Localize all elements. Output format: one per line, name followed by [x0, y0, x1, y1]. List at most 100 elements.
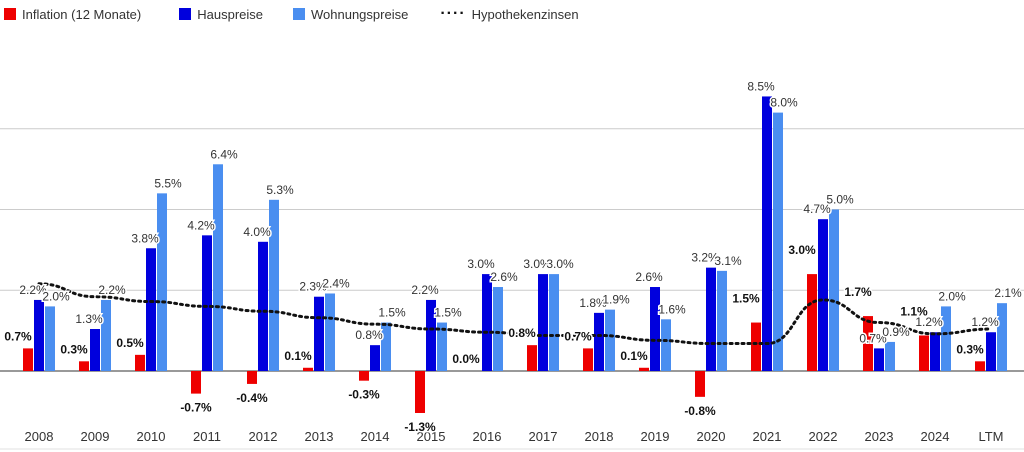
- bar-wohnungspreise: [437, 322, 447, 371]
- bar-wohnungspreise: [157, 193, 167, 371]
- legend-item-hypothekenzinsen: ···· Hypothekenzinsen: [440, 5, 579, 22]
- bar-wohnungspreise: [381, 322, 391, 371]
- bar-wohnungspreise: [941, 306, 951, 371]
- data-label-inflation: 0.1%: [620, 349, 648, 363]
- bar-inflation: [79, 361, 89, 371]
- legend-label-hauspreise: Hauspreise: [197, 6, 263, 22]
- x-tick-label: 2016: [473, 429, 502, 444]
- bar-inflation: [191, 371, 201, 394]
- bar-hauspreise: [874, 348, 884, 371]
- data-label-inflation: 0.3%: [956, 342, 984, 356]
- bar-wohnungspreise: [885, 341, 895, 371]
- bar-hauspreise: [314, 296, 324, 371]
- data-label-wohnungspreise: 5.3%: [266, 183, 294, 197]
- data-label-wohnungspreise: 5.0%: [826, 193, 854, 207]
- data-label-hauspreise: 1.3%: [75, 312, 103, 326]
- bar-inflation: [695, 371, 705, 397]
- data-label-inflation: -0.7%: [180, 401, 212, 415]
- bar-inflation: [415, 371, 425, 413]
- bar-wohnungspreise: [269, 199, 279, 371]
- data-label-inflation: 1.5%: [732, 292, 760, 306]
- legend-swatch-hauspreise: [179, 8, 192, 20]
- data-label-inflation: 0.7%: [4, 329, 32, 343]
- bar-hauspreise: [482, 274, 492, 371]
- legend-swatch-wohnungspreise: [293, 8, 305, 20]
- x-tick-label: 2011: [193, 429, 221, 444]
- x-tick-label: 2024: [921, 429, 950, 444]
- bar-hauspreise: [986, 332, 996, 371]
- data-label-hauspreise: 3.0%: [523, 257, 551, 271]
- bar-wohnungspreise: [45, 306, 55, 371]
- data-label-hauspreise: 3.0%: [467, 257, 495, 271]
- bar-inflation: [863, 316, 873, 371]
- x-tick-label: 2009: [81, 429, 110, 444]
- data-label-wohnungspreise: 0.9%: [882, 325, 910, 339]
- bar-hauspreise: [90, 329, 100, 371]
- data-label-wohnungspreise: 1.5%: [434, 306, 462, 320]
- x-tick-label: 2023: [865, 429, 894, 444]
- bar-inflation: [919, 335, 929, 371]
- data-label-inflation: -0.4%: [236, 391, 268, 405]
- bar-inflation: [135, 354, 145, 371]
- data-label-wohnungspreise: 1.9%: [602, 293, 630, 307]
- data-label-hauspreise: 4.7%: [803, 202, 831, 216]
- bar-wohnungspreise: [717, 270, 727, 371]
- bar-hauspreise: [650, 287, 660, 371]
- bar-inflation: [583, 348, 593, 371]
- bar-inflation: [359, 371, 369, 381]
- legend-label-wohnungspreise: Wohnungspreise: [311, 6, 409, 22]
- data-label-inflation: 0.3%: [60, 342, 88, 356]
- data-label-inflation: 1.7%: [844, 285, 872, 299]
- data-label-wohnungspreise: 1.6%: [658, 302, 686, 316]
- legend-label-inflation: Inflation (12 Monate): [22, 6, 142, 22]
- data-label-wohnungspreise: 2.4%: [322, 276, 350, 290]
- bar-wohnungspreise: [605, 309, 615, 371]
- x-tick-label: 2012: [249, 429, 278, 444]
- bar-inflation: [807, 274, 817, 371]
- legend-label-hypothekenzinsen: Hypothekenzinsen: [471, 6, 579, 22]
- data-label-wohnungspreise: 1.5%: [378, 306, 406, 320]
- bar-hauspreise: [258, 241, 268, 371]
- data-label-inflation: 0.8%: [508, 326, 536, 340]
- data-label-inflation: 0.0%: [452, 352, 480, 366]
- data-label-hauspreise: 3.2%: [691, 251, 719, 265]
- bar-hauspreise: [34, 299, 44, 371]
- bar-hauspreise: [202, 235, 212, 371]
- bar-hauspreise: [370, 345, 380, 371]
- data-label-hauspreise: 1.2%: [971, 315, 999, 329]
- data-label-wohnungspreise: 2.0%: [42, 289, 70, 303]
- bar-hauspreise: [426, 299, 436, 371]
- legend-item-wohnungspreise: Wohnungspreise: [293, 7, 408, 22]
- data-label-inflation: 0.1%: [284, 349, 312, 363]
- line-hypothekenzinsen: [37, 282, 993, 346]
- x-tick-label: 2014: [361, 429, 390, 444]
- x-tick-label: 2010: [137, 429, 166, 444]
- data-label-wohnungspreise: 2.1%: [994, 286, 1022, 300]
- bar-inflation: [751, 322, 761, 371]
- legend-item-inflation: Inflation (12 Monate): [4, 7, 141, 22]
- data-label-hauspreise: 3.8%: [131, 231, 159, 245]
- data-label-inflation: 3.0%: [788, 243, 816, 257]
- bar-wohnungspreise: [213, 164, 223, 371]
- data-label-hauspreise: 2.2%: [411, 283, 439, 297]
- legend-dots-hypothekenzinsen: ····: [440, 5, 466, 22]
- bar-hauspreise: [594, 312, 604, 371]
- data-label-hauspreise: 2.3%: [299, 280, 327, 294]
- bar-wohnungspreise: [493, 287, 503, 371]
- data-label-wohnungspreise: 5.5%: [154, 176, 182, 190]
- data-label-wohnungspreise: 2.2%: [98, 283, 126, 297]
- bar-hauspreise: [538, 274, 548, 371]
- bar-inflation: [527, 345, 537, 371]
- bar-hauspreise: [818, 219, 828, 371]
- x-tick-label: 2021: [753, 429, 782, 444]
- bar-wohnungspreise: [661, 319, 671, 371]
- data-label-inflation: 0.5%: [116, 336, 144, 350]
- bar-inflation: [975, 361, 985, 371]
- x-tick-label: 2015: [417, 429, 446, 444]
- x-tick-label: 2013: [305, 429, 334, 444]
- x-tick-label: 2019: [641, 429, 670, 444]
- data-label-hauspreise: 4.2%: [187, 218, 215, 232]
- data-label-inflation: 0.7%: [564, 329, 592, 343]
- data-label-inflation: -1.3%: [404, 420, 436, 434]
